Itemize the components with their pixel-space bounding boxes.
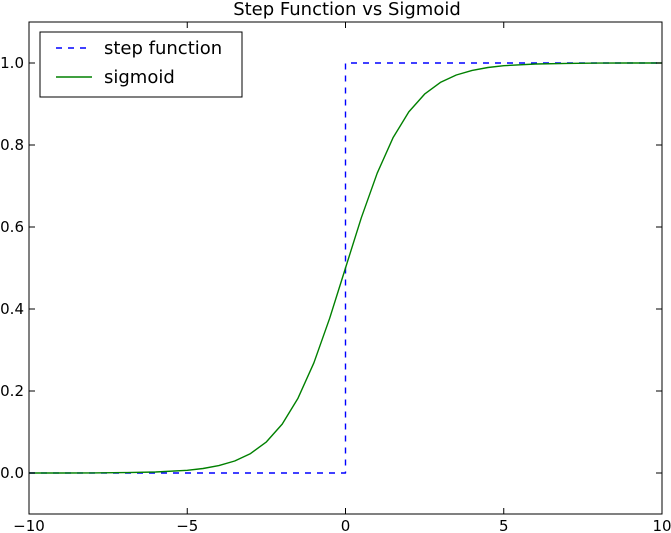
series-line-sigmoid bbox=[29, 62, 662, 474]
y-tick-label: 0.6 bbox=[0, 218, 24, 236]
y-tick-label: 0.0 bbox=[0, 464, 24, 482]
y-tick-label: 0.8 bbox=[0, 136, 24, 154]
legend-label: sigmoid bbox=[104, 67, 175, 88]
y-tick-label: 0.2 bbox=[0, 382, 24, 400]
x-tick-label: 5 bbox=[499, 517, 509, 533]
x-tick-label: −5 bbox=[176, 517, 198, 533]
x-tick-label: 0 bbox=[341, 517, 351, 533]
y-tick-label: 1.0 bbox=[0, 54, 24, 72]
x-tick-label: 10 bbox=[652, 517, 671, 533]
chart-title: Step Function vs Sigmoid bbox=[233, 0, 461, 20]
legend-label: step function bbox=[104, 38, 222, 59]
legend: step function sigmoid bbox=[39, 31, 243, 98]
y-tick-label: 0.4 bbox=[0, 300, 24, 318]
plot-area: −10 −5 0 5 10 0.0 0.2 0.4 0.6 0.8 1.0 bbox=[0, 21, 671, 533]
x-tick-label: −10 bbox=[13, 517, 45, 533]
legend-box bbox=[39, 31, 243, 98]
